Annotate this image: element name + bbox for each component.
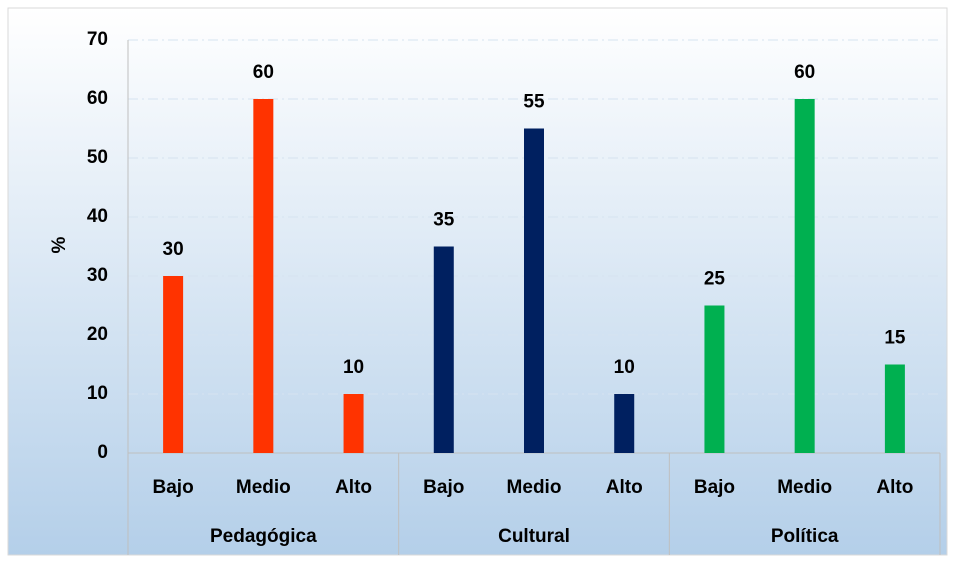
data-label: 30 (163, 239, 184, 260)
y-tick-label: 40 (87, 206, 108, 227)
data-label: 55 (523, 92, 545, 113)
y-tick-label: 50 (87, 147, 108, 168)
x-tick-label: Medio (236, 477, 291, 498)
bar (884, 364, 905, 453)
x-tick-label: Alto (335, 477, 372, 498)
x-tick-label: Bajo (423, 477, 464, 498)
x-tick-label: Medio (777, 477, 832, 498)
x-tick-label: Bajo (694, 477, 735, 498)
y-tick-label: 60 (87, 88, 108, 109)
y-axis-label: % (49, 236, 70, 253)
x-tick-label: Alto (606, 477, 643, 498)
bar (704, 305, 725, 453)
bar (253, 99, 274, 453)
group-label: Pedagógica (210, 526, 317, 547)
group-label: Política (771, 526, 839, 547)
y-tick-label: 10 (87, 383, 108, 404)
y-tick-label: 70 (87, 29, 108, 50)
group-label: Cultural (498, 526, 570, 547)
x-tick-label: Alto (876, 477, 913, 498)
y-tick-label: 20 (87, 324, 108, 345)
y-tick-label: 0 (97, 442, 108, 463)
data-label: 35 (433, 210, 455, 231)
x-tick-label: Bajo (153, 477, 194, 498)
data-label: 10 (614, 357, 635, 378)
bar (614, 394, 635, 453)
bar (524, 128, 544, 453)
x-tick-label: Medio (507, 477, 562, 498)
bar (163, 276, 184, 453)
data-label: 60 (253, 62, 274, 83)
data-label: 25 (704, 269, 726, 290)
bar (433, 246, 454, 453)
data-label: 60 (794, 62, 815, 83)
data-label: 10 (343, 357, 364, 378)
y-tick-label: 30 (87, 265, 108, 286)
data-label: 15 (884, 328, 906, 349)
bar (343, 394, 364, 453)
bar (794, 99, 815, 453)
